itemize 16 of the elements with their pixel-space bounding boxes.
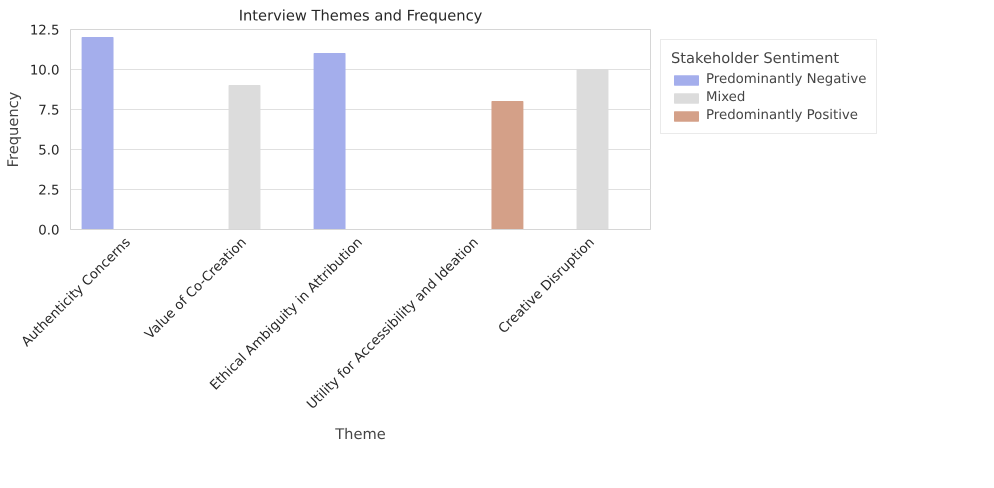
legend-label: Predominantly Negative: [706, 72, 866, 87]
y-tick-label: 5.0: [38, 144, 60, 158]
bar: [314, 53, 346, 230]
chart-title: Interview Themes and Frequency: [238, 8, 483, 24]
y-tick-label: 7.5: [38, 104, 60, 118]
bar: [82, 37, 114, 230]
bar: [491, 101, 524, 230]
legend-title: Stakeholder Sentiment: [671, 50, 840, 67]
legend-label: Mixed: [706, 90, 746, 105]
y-axis-title: Frequency: [4, 91, 22, 168]
x-axis-title: Theme: [334, 426, 386, 443]
y-tick-label: 10.0: [30, 64, 60, 78]
y-tick-label: 0.0: [38, 224, 60, 238]
legend-label: Predominantly Positive: [706, 108, 858, 123]
y-tick-label: 2.5: [38, 184, 60, 198]
y-tick-label: 12.5: [30, 24, 60, 38]
